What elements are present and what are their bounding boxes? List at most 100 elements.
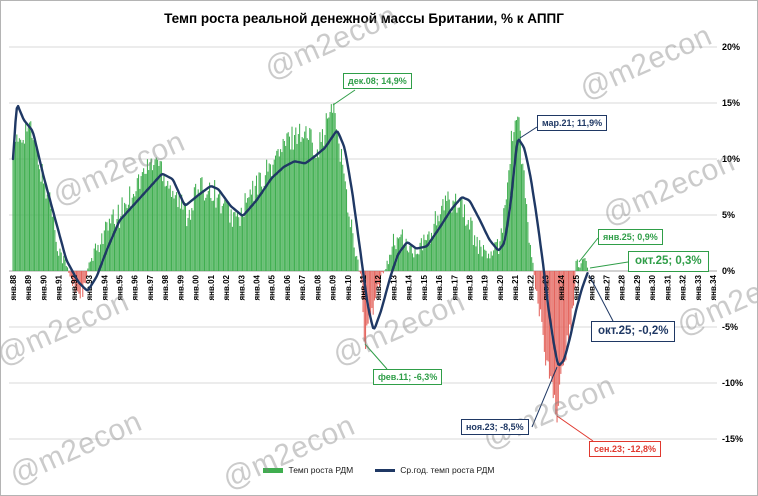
bar: [320, 141, 322, 271]
bar: [58, 255, 60, 271]
bar: [328, 117, 330, 271]
bar: [65, 266, 67, 271]
bar: [178, 193, 180, 271]
bar: [283, 140, 285, 271]
bar: [113, 223, 115, 271]
bar: [233, 212, 235, 271]
bar: [329, 112, 331, 271]
bar: [139, 188, 141, 271]
bar: [154, 159, 156, 271]
bar: [187, 217, 189, 271]
legend-item: Ср.год. темп роста РДМ: [375, 465, 495, 475]
bar: [80, 271, 83, 286]
bar: [160, 161, 162, 271]
bar: [179, 208, 181, 271]
bar: [165, 185, 167, 271]
bar: [64, 259, 66, 271]
bar: [400, 234, 402, 271]
bar: [496, 239, 498, 271]
bar: [522, 163, 524, 271]
bar: [146, 159, 148, 271]
legend-label: Ср.год. темп роста РДМ: [400, 465, 495, 475]
bar: [391, 246, 393, 271]
bar: [198, 192, 200, 271]
bar: [225, 199, 227, 271]
bar: [444, 195, 446, 271]
x-axis-label: янв.32: [679, 274, 688, 300]
bar: [291, 126, 293, 272]
bar: [295, 127, 297, 271]
bar: [89, 261, 91, 271]
bar: [541, 271, 543, 322]
bar: [580, 263, 582, 271]
bar: [378, 271, 381, 287]
x-axis-label: янв.21: [511, 274, 520, 300]
legend-swatch: [263, 467, 284, 473]
bar: [463, 204, 465, 271]
bar: [181, 194, 183, 271]
bar: [555, 271, 557, 415]
x-axis-label: янв.00: [192, 274, 201, 300]
bar: [130, 206, 132, 271]
bar: [280, 149, 282, 271]
annotation-leader: [589, 261, 629, 269]
annotation-leader: [531, 366, 558, 428]
bar: [287, 132, 289, 271]
bar: [229, 222, 231, 271]
bar: [493, 250, 495, 271]
bar: [261, 186, 263, 271]
bar: [569, 271, 571, 325]
bar: [319, 132, 321, 271]
bar: [176, 192, 178, 271]
bar: [583, 258, 585, 271]
x-axis-label: янв.90: [39, 274, 48, 300]
bar: [386, 260, 388, 271]
x-axis-label: янв.20: [496, 274, 505, 300]
x-axis-label: янв.17: [450, 274, 459, 300]
annotation-mar21: мар.21; 11,9%: [537, 115, 608, 132]
bar: [115, 227, 117, 271]
bar: [59, 248, 61, 271]
bar: [524, 198, 526, 271]
annotation-leader: [332, 89, 356, 106]
bar: [297, 134, 299, 271]
bar: [490, 251, 492, 271]
x-axis-label: янв.10: [344, 274, 353, 300]
bar: [537, 271, 539, 304]
bar: [138, 174, 140, 271]
bar: [13, 142, 15, 271]
bar: [17, 141, 19, 271]
bar: [275, 155, 277, 271]
bar: [258, 172, 260, 271]
bar: [15, 141, 17, 271]
bar: [566, 271, 568, 336]
y-axis-label: -5%: [722, 322, 738, 332]
annotation-jan25: янв.25; 0,9%: [598, 229, 663, 246]
bar: [561, 271, 563, 367]
bar: [96, 250, 98, 271]
bar: [117, 204, 119, 271]
bar: [68, 271, 70, 273]
bar: [169, 185, 171, 271]
bar: [196, 196, 198, 271]
bar: [84, 271, 86, 284]
bar: [533, 271, 535, 276]
bar: [16, 134, 18, 271]
bar: [35, 141, 37, 271]
x-axis-label: янв.26: [587, 274, 596, 300]
bar: [548, 271, 550, 379]
annotation-leader: [519, 126, 538, 139]
bar: [63, 255, 65, 271]
x-axis-label: янв.99: [176, 274, 185, 300]
bar: [423, 234, 425, 271]
bar: [540, 271, 542, 310]
bar: [475, 246, 477, 271]
bar: [501, 232, 504, 271]
annotation-leader: [556, 415, 594, 442]
bar: [485, 250, 487, 271]
x-axis-label: янв.89: [24, 274, 33, 300]
bar: [368, 271, 370, 316]
bar: [371, 271, 373, 309]
bar: [367, 271, 369, 324]
y-axis-label: 15%: [722, 98, 740, 108]
